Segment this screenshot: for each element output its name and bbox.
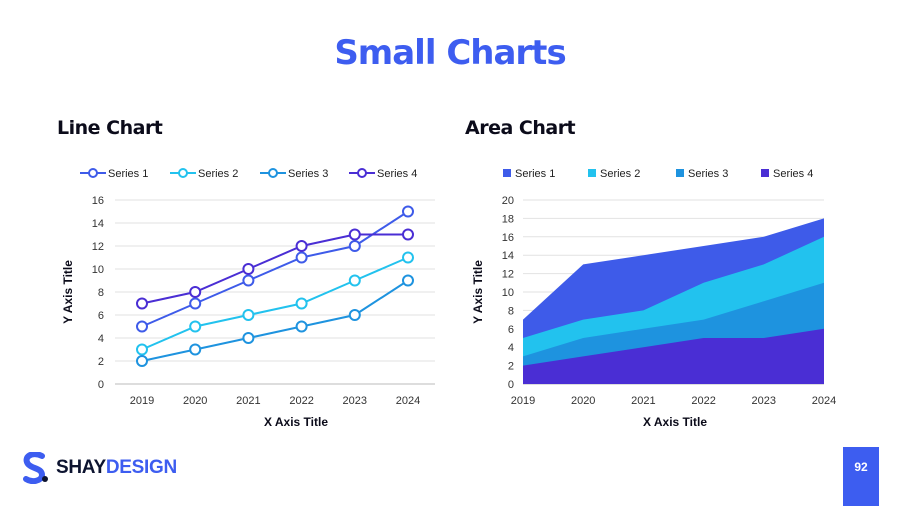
x-tick-label: 2024	[812, 395, 836, 407]
y-tick-label: 8	[508, 305, 514, 317]
area-series-4	[523, 328, 824, 384]
data-point-series-4	[242, 263, 255, 275]
legend-label-series-4: Series 4	[377, 168, 417, 180]
y-tick-label: 0	[98, 379, 104, 391]
y-tick-label: 4	[98, 333, 104, 345]
y-axis-title: Y Axis Title	[471, 260, 485, 324]
area-chart-heading: Area Chart	[465, 117, 576, 139]
y-tick-label: 14	[92, 218, 104, 230]
data-point-series-3	[295, 320, 308, 333]
line-chart: Series 1 Series 2 Series 3 Series 4 0 2 4 6 8 10 1…	[61, 168, 435, 429]
data-point-series-1	[136, 320, 148, 333]
y-tick-label: 0	[508, 379, 514, 391]
data-point-series-1	[295, 251, 308, 264]
page-title: Small Charts	[334, 33, 566, 73]
legend-marker-series-2	[178, 168, 188, 178]
data-point-series-1	[348, 240, 361, 252]
y-tick-label: 14	[502, 250, 514, 262]
x-tick-label: 2023	[752, 395, 776, 407]
series-line-4	[141, 233, 408, 305]
legend-marker-series-4	[357, 168, 367, 178]
series-line-1	[141, 210, 409, 328]
x-tick-label: 2020	[571, 395, 595, 407]
y-tick-label: 18	[502, 213, 514, 225]
legend-label-series-4: Series 4	[773, 168, 813, 180]
y-tick-label: 2	[98, 356, 104, 368]
x-tick-label: 2019	[130, 395, 154, 407]
legend-label-series-3: Series 3	[288, 168, 328, 180]
x-tick-label: 2021	[236, 395, 260, 407]
x-axis-title: X Axis Title	[643, 415, 707, 429]
y-tick-label: 16	[502, 232, 514, 244]
area-chart: Series 1 Series 2 Series 3 Series 4 0 2 4 6 8 10 1…	[471, 168, 836, 429]
y-tick-label: 16	[92, 195, 104, 207]
data-point-series-3	[402, 274, 414, 287]
data-point-series-4	[295, 240, 308, 252]
legend-label-series-3: Series 3	[688, 168, 728, 180]
x-tick-label: 2021	[631, 395, 655, 407]
data-point-series-4	[348, 228, 361, 241]
y-tick-label: 10	[502, 287, 514, 299]
brand-name-first: SHAY	[56, 457, 106, 478]
data-point-series-3	[348, 309, 361, 321]
y-tick-label: 10	[92, 264, 104, 276]
legend-swatch-series-4	[761, 169, 769, 177]
data-point-series-1	[402, 205, 414, 218]
data-point-series-4	[402, 228, 414, 241]
data-point-series-2	[136, 343, 148, 356]
x-tick-label: 2022	[691, 395, 715, 407]
data-point-series-2	[242, 309, 255, 321]
x-tick-label: 2022	[289, 395, 313, 407]
x-tick-label: 2023	[343, 395, 367, 407]
legend-swatch-series-2	[588, 169, 596, 177]
data-point-series-1	[189, 297, 202, 310]
legend-label-series-2: Series 2	[198, 168, 238, 180]
y-tick-label: 2	[508, 361, 514, 373]
data-point-series-2	[189, 320, 202, 333]
legend-swatch-series-3	[676, 169, 684, 177]
legend-marker-series-1	[88, 168, 98, 178]
data-point-series-1	[242, 274, 255, 287]
data-point-series-2	[348, 274, 361, 287]
legend-label-series-1: Series 1	[515, 168, 555, 180]
data-point-series-3	[242, 332, 255, 344]
y-tick-label: 12	[502, 269, 514, 281]
x-axis-title: X Axis Title	[264, 415, 328, 429]
brand-logo: SHAYDESIGN	[20, 452, 177, 484]
x-tick-label: 2024	[396, 395, 420, 407]
x-tick-label: 2020	[183, 395, 207, 407]
y-tick-label: 20	[502, 195, 514, 207]
data-point-series-2	[295, 297, 308, 310]
data-point-series-4	[189, 286, 202, 298]
data-point-series-3	[189, 343, 202, 356]
y-tick-label: 8	[98, 287, 104, 299]
legend-label-series-2: Series 2	[600, 168, 640, 180]
data-point-series-3	[136, 355, 148, 367]
line-chart-heading: Line Chart	[57, 117, 163, 139]
data-point-series-4	[136, 297, 148, 310]
series-line-3	[141, 279, 409, 362]
brand-s-icon	[23, 452, 48, 484]
y-axis-title: Y Axis Title	[61, 260, 75, 324]
page-number: 92	[843, 447, 879, 506]
x-tick-label: 2019	[511, 395, 535, 407]
brand-name-second: DESIGN	[105, 457, 177, 478]
legend-marker-series-3	[268, 168, 278, 178]
y-tick-label: 6	[508, 324, 514, 336]
series-line-2	[141, 256, 409, 351]
data-point-series-2	[402, 251, 414, 264]
legend-label-series-1: Series 1	[108, 168, 148, 180]
y-tick-label: 6	[98, 310, 104, 322]
legend-swatch-series-1	[503, 169, 511, 177]
y-tick-label: 12	[92, 241, 104, 253]
y-tick-label: 4	[508, 342, 514, 354]
